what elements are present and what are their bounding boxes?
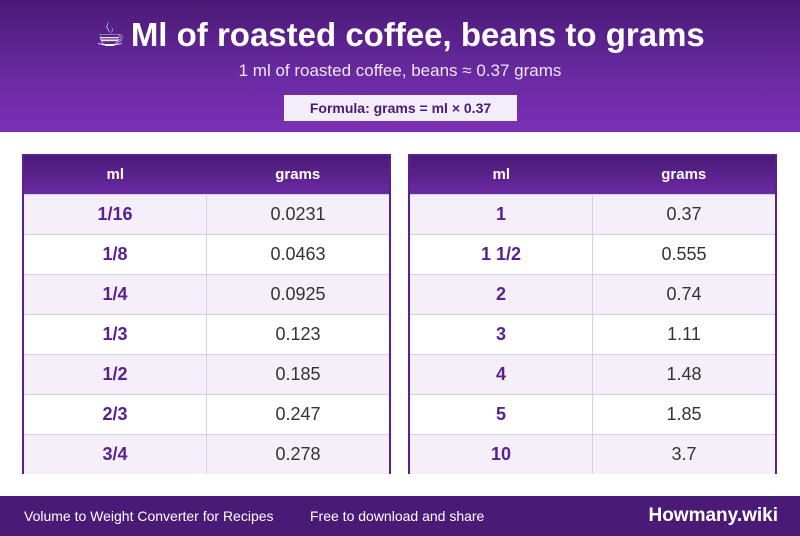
ml-cell: 1	[410, 195, 593, 234]
grams-cell: 1.48	[666, 364, 702, 384]
ml-cell: 1/8	[24, 235, 207, 274]
table-row: 10 3.7	[410, 434, 775, 474]
ml-cell: 2	[410, 275, 593, 314]
ml-cell: 3/4	[24, 435, 207, 474]
table-body: 1/16 0.0231 1/8 0.0463 1/4 0.0925 1/3 0.123 …	[24, 194, 389, 474]
table-row: 2/3 0.247	[24, 394, 389, 434]
header: ☕ Ml of roasted coffee, beans to grams 1 …	[0, 0, 800, 132]
footer: Volume to Weight Converter for Recipes F…	[0, 496, 800, 536]
title-text: Ml of roasted coffee, beans to grams	[130, 16, 705, 53]
grams-cell: 0.0925	[270, 284, 326, 304]
column-header-grams: grams	[661, 166, 707, 183]
grams-cell: 0.74	[666, 284, 702, 304]
coffee-cup-icon: ☕	[95, 15, 125, 54]
table-row: 1/8 0.0463	[24, 234, 389, 274]
grams-cell: 0.0231	[270, 204, 326, 224]
brand-logo[interactable]: Howmany.wiki	[648, 505, 778, 526]
grams-cell: 0.185	[275, 364, 321, 384]
table-row: 1/2 0.185	[24, 354, 389, 394]
ml-cell: 4	[410, 355, 593, 394]
grams-cell: 0.37	[666, 204, 702, 224]
table-row: 1/4 0.0925	[24, 274, 389, 314]
table-header: ml grams	[410, 156, 775, 194]
ml-cell: 3	[410, 315, 593, 354]
table-row: 3 1.11	[410, 314, 775, 354]
ml-cell: 1 1/2	[410, 235, 593, 274]
grams-cell: 0.0463	[270, 244, 326, 264]
page-title: ☕ Ml of roasted coffee, beans to grams	[0, 14, 800, 56]
table-row: 1/16 0.0231	[24, 194, 389, 234]
grams-cell: 0.123	[275, 324, 321, 344]
ml-cell: 1/4	[24, 275, 207, 314]
table-row: 2 0.74	[410, 274, 775, 314]
column-header-ml: ml	[492, 166, 510, 183]
footer-converter-label: Volume to Weight Converter for Recipes	[24, 508, 274, 524]
conversion-table-left: ml grams 1/16 0.0231 1/8 0.0463 1/4 0.0925 …	[22, 154, 391, 474]
footer-share-label: Free to download and share	[310, 508, 485, 524]
table-header: ml grams	[24, 156, 389, 194]
table-body: 1 0.37 1 1/2 0.555 2 0.74 3 1.11 4 1.48 5 1.85…	[410, 194, 775, 474]
subtitle: 1 ml of roasted coffee, beans ≈ 0.37 gra…	[238, 61, 562, 80]
column-header-grams: grams	[275, 166, 321, 183]
column-header-ml: ml	[106, 166, 124, 183]
ml-cell: 1/2	[24, 355, 207, 394]
table-row: 1/3 0.123	[24, 314, 389, 354]
grams-cell: 0.247	[275, 404, 321, 424]
ml-cell: 1/3	[24, 315, 207, 354]
table-row: 1 0.37	[410, 194, 775, 234]
table-row: 3/4 0.278	[24, 434, 389, 474]
grams-cell: 0.278	[275, 444, 321, 464]
table-row: 4 1.48	[410, 354, 775, 394]
grams-cell: 1.85	[666, 404, 702, 424]
ml-cell: 2/3	[24, 395, 207, 434]
ml-cell: 10	[410, 435, 593, 474]
grams-cell: 0.555	[661, 244, 707, 264]
ml-cell: 1/16	[24, 195, 207, 234]
formula-badge: Formula: grams = ml × 0.37	[284, 95, 517, 121]
ml-cell: 5	[410, 395, 593, 434]
grams-cell: 1.11	[667, 324, 701, 344]
table-row: 5 1.85	[410, 394, 775, 434]
table-row: 1 1/2 0.555	[410, 234, 775, 274]
grams-cell: 3.7	[671, 444, 697, 464]
